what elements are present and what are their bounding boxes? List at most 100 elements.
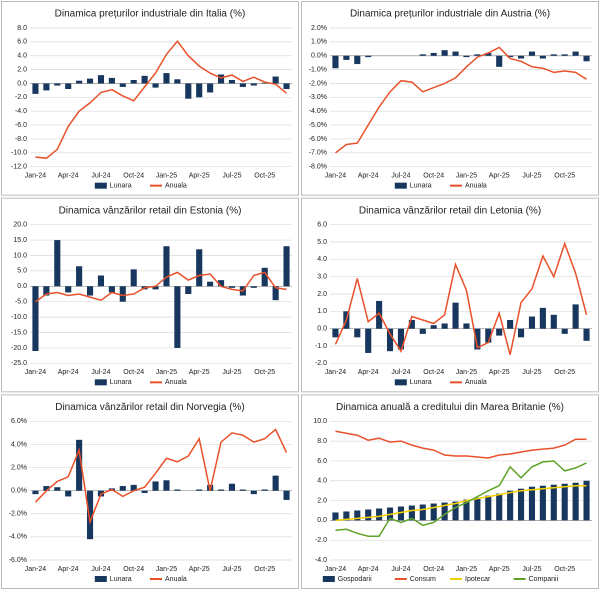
- y-tick-label: 2.0%: [11, 464, 27, 471]
- bar: [250, 286, 257, 288]
- legend-label: Consum: [410, 576, 436, 583]
- x-tick-label: Apr-24: [358, 173, 379, 180]
- bar: [376, 508, 383, 521]
- bar: [496, 55, 503, 67]
- bar: [474, 54, 481, 56]
- y-tick-label: -4.0%: [9, 534, 27, 541]
- panel-border: [1, 1, 299, 196]
- bar: [174, 286, 181, 348]
- bar: [261, 82, 268, 84]
- y-tick-label: -3.0%: [309, 94, 327, 101]
- bar: [272, 286, 279, 301]
- bar: [108, 77, 115, 84]
- x-tick-label: Apr-24: [58, 566, 79, 573]
- y-tick-label: 4.0: [317, 478, 327, 485]
- panel-border: [301, 394, 599, 590]
- x-tick-label: Jul-25: [222, 566, 241, 573]
- bar: [419, 504, 426, 521]
- legend-label: Anuala: [165, 379, 187, 386]
- chart-panel: Dinamica vânzărilor retail din Estonia (…: [1, 197, 299, 393]
- bar: [408, 505, 415, 521]
- legend-label: Anuala: [165, 576, 187, 583]
- bar: [217, 280, 225, 287]
- bar: [152, 481, 159, 491]
- chart-panel: Dinamica prețurilor industriale din Ital…: [1, 1, 299, 196]
- x-tick-label: Oct-25: [254, 173, 275, 180]
- line: [335, 460, 587, 537]
- y-tick-label: 10.0: [313, 418, 327, 425]
- x-tick-label: Jul-24: [91, 566, 110, 573]
- line: [35, 271, 287, 303]
- bar: [354, 328, 361, 338]
- y-tick-label: -1.0: [315, 343, 327, 350]
- panel-border: [1, 394, 299, 590]
- bar: [343, 511, 350, 521]
- bar: [261, 489, 268, 491]
- bar: [528, 486, 536, 521]
- legend-label: Companii: [529, 576, 559, 583]
- bar: [539, 307, 546, 329]
- bar: [185, 286, 192, 294]
- bar: [32, 490, 39, 495]
- panel-border: [1, 197, 299, 393]
- bar: [185, 83, 192, 99]
- y-tick-label: -7.0%: [309, 150, 327, 157]
- bar: [76, 439, 83, 491]
- bar: [108, 286, 115, 293]
- y-tick-label: 6.0%: [11, 418, 27, 425]
- bar: [196, 83, 203, 98]
- y-tick-label: 8.0: [17, 25, 27, 32]
- x-tick-label: Oct-25: [554, 566, 575, 573]
- y-tick-label: 8.0: [317, 438, 327, 445]
- bar: [332, 512, 339, 521]
- bar: [430, 503, 437, 521]
- bar: [283, 246, 290, 287]
- x-tick-label: Jul-25: [222, 369, 241, 376]
- bar: [32, 83, 39, 94]
- line: [335, 46, 587, 154]
- bar: [430, 52, 437, 56]
- bar: [54, 83, 61, 86]
- x-tick-label: Apr-25: [189, 369, 210, 376]
- chart-title: Dinamica vânzărilor retail din Estonia (…: [59, 205, 242, 216]
- legend-label: Anuala: [465, 379, 487, 386]
- x-tick-label: Jul-25: [222, 173, 241, 180]
- legend-swatch: [94, 576, 107, 582]
- legend-label: Anuala: [465, 183, 487, 190]
- bar: [463, 499, 470, 521]
- bar: [419, 54, 426, 56]
- bar: [174, 489, 181, 491]
- bar: [332, 328, 339, 338]
- bar: [196, 249, 203, 287]
- bar: [152, 286, 159, 290]
- x-tick-label: Oct-24: [123, 566, 144, 573]
- y-tick-label: 0.0: [17, 80, 27, 87]
- y-tick-label: 2.0: [317, 291, 327, 298]
- y-tick-label: 0.0: [17, 283, 27, 290]
- x-tick-label: Jul-24: [391, 173, 410, 180]
- legend-label: Lunara: [110, 576, 132, 583]
- bar: [561, 54, 568, 56]
- legend-label: Lunara: [110, 379, 132, 386]
- x-tick-label: Jan-24: [25, 173, 47, 180]
- y-tick-label: -6.0: [15, 122, 27, 129]
- x-tick-label: Apr-24: [358, 369, 379, 376]
- bar: [130, 269, 137, 287]
- bar: [365, 328, 372, 353]
- y-tick-label: -10.0: [11, 150, 27, 157]
- legend-label: Ipotecar: [465, 576, 491, 583]
- bar: [528, 51, 536, 56]
- y-tick-label: -12.0: [11, 164, 27, 171]
- x-tick-label: Jul-24: [91, 369, 110, 376]
- y-tick-label: -8.0%: [309, 164, 327, 171]
- line: [335, 484, 587, 522]
- y-tick-label: 0.0: [317, 326, 327, 333]
- line: [335, 430, 587, 459]
- bar: [485, 52, 492, 56]
- bar: [507, 320, 514, 329]
- bar: [250, 490, 257, 495]
- bar: [43, 286, 50, 296]
- y-tick-label: -5.0%: [309, 122, 327, 129]
- bar: [376, 300, 383, 329]
- bar: [43, 486, 50, 491]
